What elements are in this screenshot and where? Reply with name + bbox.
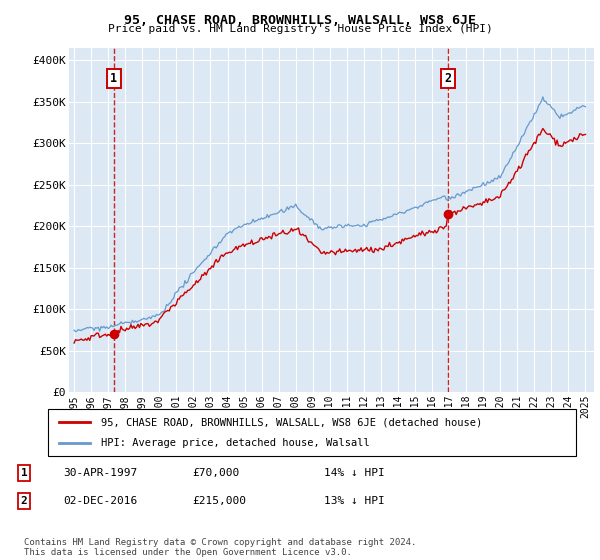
FancyBboxPatch shape [48, 409, 576, 456]
Text: 14% ↓ HPI: 14% ↓ HPI [324, 468, 385, 478]
Text: HPI: Average price, detached house, Walsall: HPI: Average price, detached house, Wals… [101, 438, 370, 448]
Text: Contains HM Land Registry data © Crown copyright and database right 2024.
This d: Contains HM Land Registry data © Crown c… [24, 538, 416, 557]
Text: £70,000: £70,000 [192, 468, 239, 478]
Text: 30-APR-1997: 30-APR-1997 [63, 468, 137, 478]
Text: 2: 2 [20, 496, 28, 506]
Text: 2: 2 [444, 72, 451, 85]
Text: 13% ↓ HPI: 13% ↓ HPI [324, 496, 385, 506]
Text: £215,000: £215,000 [192, 496, 246, 506]
Text: 1: 1 [20, 468, 28, 478]
Text: 95, CHASE ROAD, BROWNHILLS, WALSALL, WS8 6JE (detached house): 95, CHASE ROAD, BROWNHILLS, WALSALL, WS8… [101, 417, 482, 427]
Text: 95, CHASE ROAD, BROWNHILLS, WALSALL, WS8 6JE: 95, CHASE ROAD, BROWNHILLS, WALSALL, WS8… [124, 14, 476, 27]
Text: Price paid vs. HM Land Registry's House Price Index (HPI): Price paid vs. HM Land Registry's House … [107, 24, 493, 34]
Text: 02-DEC-2016: 02-DEC-2016 [63, 496, 137, 506]
Text: 1: 1 [110, 72, 118, 85]
